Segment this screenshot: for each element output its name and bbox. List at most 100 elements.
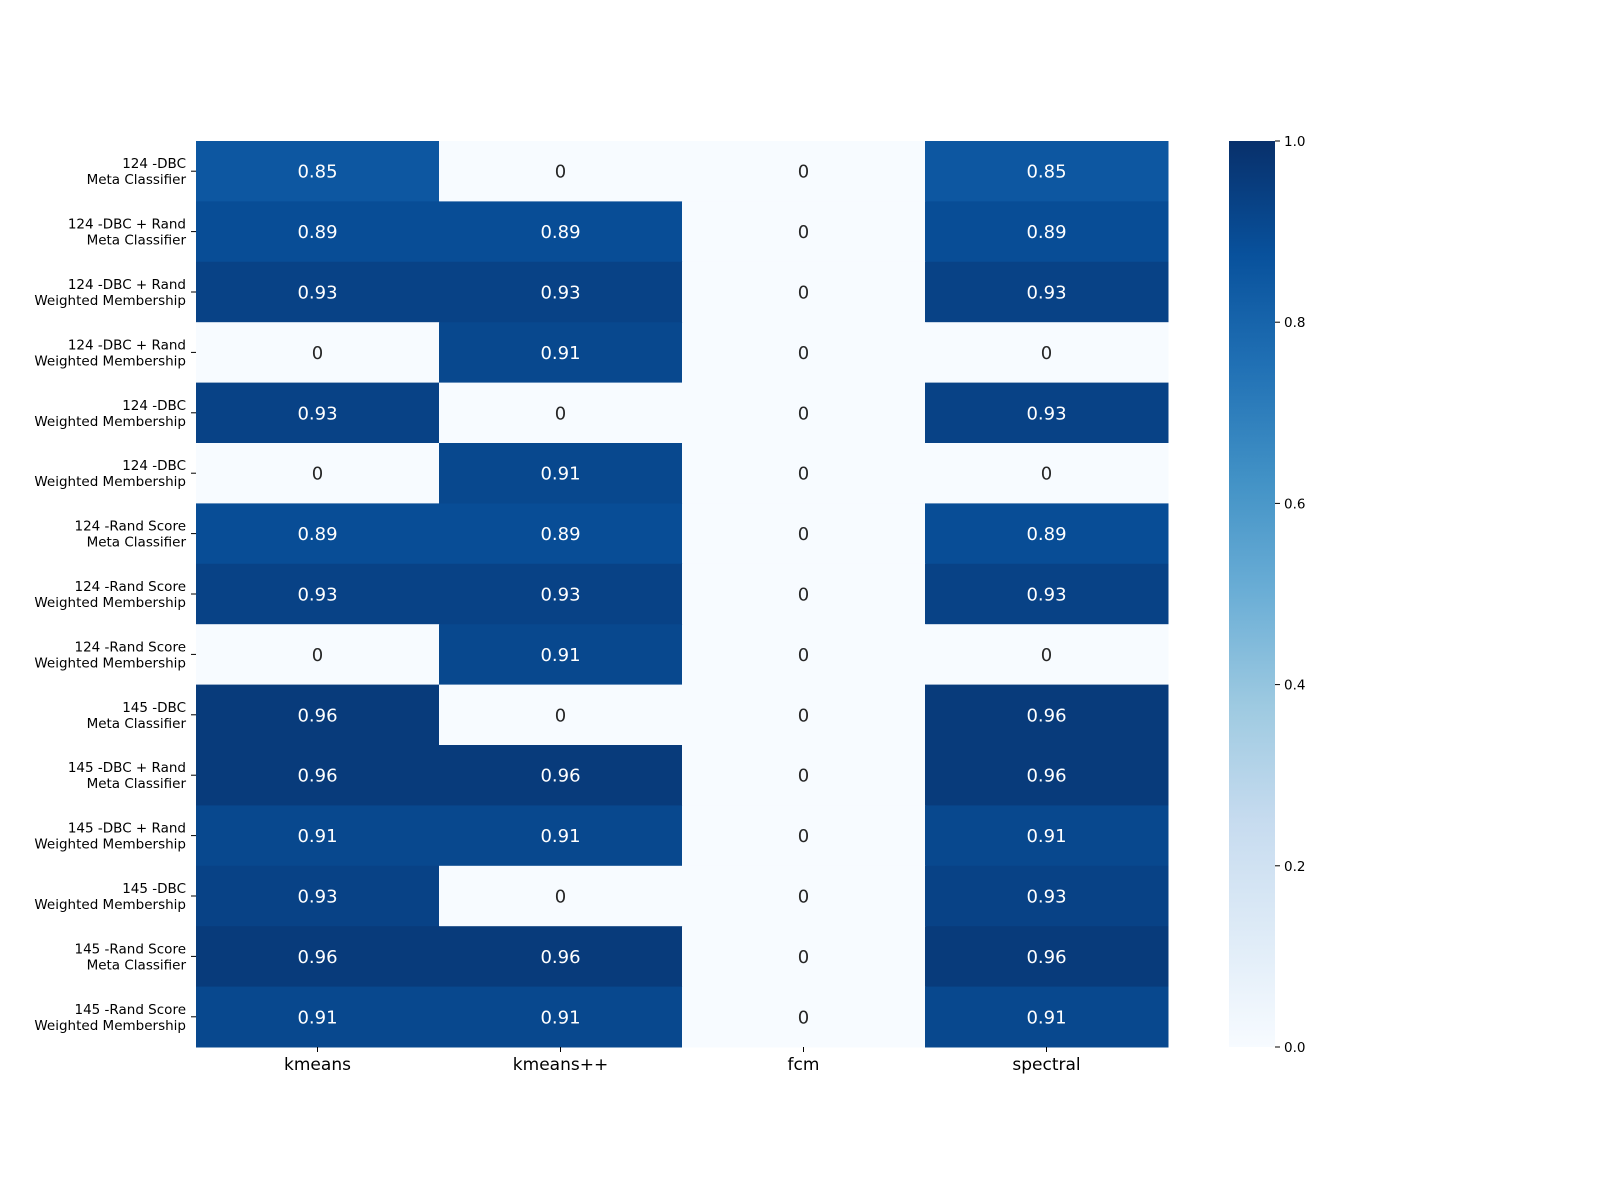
heatmap-cell bbox=[925, 443, 1169, 504]
y-tick-label-line1: 124 -DBC + Rand bbox=[68, 337, 186, 353]
heatmap-cell bbox=[682, 503, 926, 565]
cell-value-label: 0.89 bbox=[297, 222, 337, 243]
heatmap-cell bbox=[439, 201, 683, 263]
heatmap-cell bbox=[439, 322, 683, 384]
heatmap-cell bbox=[925, 865, 1169, 927]
y-tick-label-line2: Weighted Membership bbox=[34, 837, 186, 853]
cell-value-label: 0.93 bbox=[297, 403, 337, 424]
cell-value-label: 0 bbox=[1041, 464, 1052, 485]
heatmap-cell bbox=[196, 503, 440, 565]
heatmap-cell bbox=[196, 624, 440, 686]
heatmap-cell bbox=[439, 805, 683, 867]
heatmap-cell bbox=[682, 201, 926, 263]
heatmap-cell bbox=[682, 563, 926, 625]
cell-value-label: 0 bbox=[798, 705, 809, 726]
cell-value-label: 0.91 bbox=[297, 826, 337, 847]
y-tick-label-line1: 124 -DBC + Rand bbox=[68, 217, 186, 233]
y-tick-label-line1: 145 -Rand Score bbox=[74, 941, 186, 957]
heatmap-cell bbox=[925, 745, 1169, 806]
heatmap-cell bbox=[682, 141, 926, 202]
cell-value-label: 0.96 bbox=[297, 705, 337, 726]
heatmap-cell bbox=[682, 745, 926, 806]
cell-value-label: 0 bbox=[555, 162, 566, 183]
x-tick-label: kmeans bbox=[284, 1055, 351, 1075]
heatmap-cell bbox=[439, 986, 683, 1048]
cell-value-label: 0 bbox=[798, 464, 809, 485]
colorbar-tick-label: 0.6 bbox=[1284, 496, 1305, 512]
heatmap-cell bbox=[925, 926, 1169, 988]
y-tick-label-line1: 124 -Rand Score bbox=[74, 639, 186, 655]
cell-value-label: 0.93 bbox=[297, 283, 337, 304]
heatmap-cell bbox=[439, 745, 683, 806]
cell-value-label: 0 bbox=[798, 162, 809, 183]
cell-value-label: 0 bbox=[798, 343, 809, 364]
heatmap-cell bbox=[925, 986, 1169, 1048]
colorbar-tick-label: 0.4 bbox=[1284, 678, 1305, 694]
x-tick-label: spectral bbox=[1012, 1055, 1080, 1075]
heatmap-cell bbox=[925, 503, 1169, 565]
heatmap-cell bbox=[682, 865, 926, 927]
y-tick-label-line2: Weighted Membership bbox=[34, 414, 186, 430]
y-tick-label-line1: 145 -DBC + Rand bbox=[68, 760, 186, 776]
cell-value-label: 0.91 bbox=[540, 1007, 580, 1028]
heatmap-cell bbox=[925, 624, 1169, 686]
heatmap-cell bbox=[439, 624, 683, 686]
cell-value-label: 0 bbox=[798, 524, 809, 545]
heatmap-cell bbox=[925, 684, 1169, 746]
cell-value-label: 0.96 bbox=[297, 947, 337, 968]
heatmap-cell bbox=[196, 745, 440, 806]
cell-value-label: 0.89 bbox=[540, 524, 580, 545]
y-tick-label-line2: Weighted Membership bbox=[34, 655, 186, 671]
cell-value-label: 0.96 bbox=[1026, 766, 1066, 787]
cell-value-label: 0.93 bbox=[540, 283, 580, 304]
y-tick-label-line2: Meta Classifier bbox=[87, 172, 187, 188]
colorbar-tick-label: 0.0 bbox=[1284, 1040, 1305, 1056]
heatmap-cell bbox=[925, 382, 1169, 444]
cell-value-label: 0.91 bbox=[540, 343, 580, 364]
cell-value-label: 0 bbox=[555, 887, 566, 908]
cell-value-label: 0.91 bbox=[1026, 1007, 1066, 1028]
cell-value-label: 0 bbox=[1041, 343, 1052, 364]
cell-value-label: 0 bbox=[555, 403, 566, 424]
colorbar-tick-label: 1.0 bbox=[1284, 134, 1305, 150]
heatmap-cell bbox=[196, 322, 440, 384]
y-tick-label-line2: Meta Classifier bbox=[87, 716, 187, 732]
heatmap-cell bbox=[682, 805, 926, 867]
heatmap-cell bbox=[439, 382, 683, 444]
y-tick-label-line2: Weighted Membership bbox=[34, 353, 186, 369]
heatmap-cell bbox=[196, 805, 440, 867]
heatmap-cell bbox=[439, 865, 683, 927]
y-tick-label-line2: Weighted Membership bbox=[34, 897, 186, 913]
cell-value-label: 0.89 bbox=[1026, 222, 1066, 243]
heatmap-cell bbox=[439, 261, 683, 323]
cell-value-label: 0 bbox=[798, 585, 809, 606]
heatmap-cell bbox=[196, 382, 440, 444]
heatmap-cell bbox=[682, 443, 926, 504]
cell-value-label: 0 bbox=[798, 887, 809, 908]
cell-value-label: 0.96 bbox=[540, 766, 580, 787]
heatmap-cell bbox=[196, 141, 440, 202]
cell-value-label: 0.93 bbox=[540, 585, 580, 606]
cell-value-label: 0 bbox=[798, 947, 809, 968]
y-tick-label-line1: 124 -Rand Score bbox=[74, 519, 186, 535]
cell-value-label: 0.91 bbox=[1026, 826, 1066, 847]
heatmap-cell bbox=[682, 926, 926, 988]
y-tick-label-line2: Meta Classifier bbox=[87, 776, 187, 792]
y-tick-label-line1: 145 -Rand Score bbox=[74, 1002, 186, 1018]
colorbar-tick-label: 0.2 bbox=[1284, 859, 1305, 875]
cell-value-label: 0.93 bbox=[1026, 585, 1066, 606]
cell-value-label: 0.93 bbox=[297, 887, 337, 908]
heatmap-cell bbox=[682, 684, 926, 746]
heatmap-cell bbox=[925, 201, 1169, 263]
colorbar-gradient bbox=[1229, 141, 1275, 1047]
cell-value-label: 0.96 bbox=[540, 947, 580, 968]
heatmap-cell bbox=[196, 926, 440, 988]
y-tick-label-line2: Meta Classifier bbox=[87, 957, 187, 973]
heatmap-cell bbox=[682, 624, 926, 686]
cell-value-label: 0.96 bbox=[1026, 947, 1066, 968]
x-tick-label: fcm bbox=[788, 1055, 820, 1075]
heatmap-cell bbox=[682, 382, 926, 444]
heatmap-cell bbox=[196, 443, 440, 504]
x-axis-ticks: kmeans kmeans++ fcm spectral bbox=[284, 1047, 1081, 1075]
